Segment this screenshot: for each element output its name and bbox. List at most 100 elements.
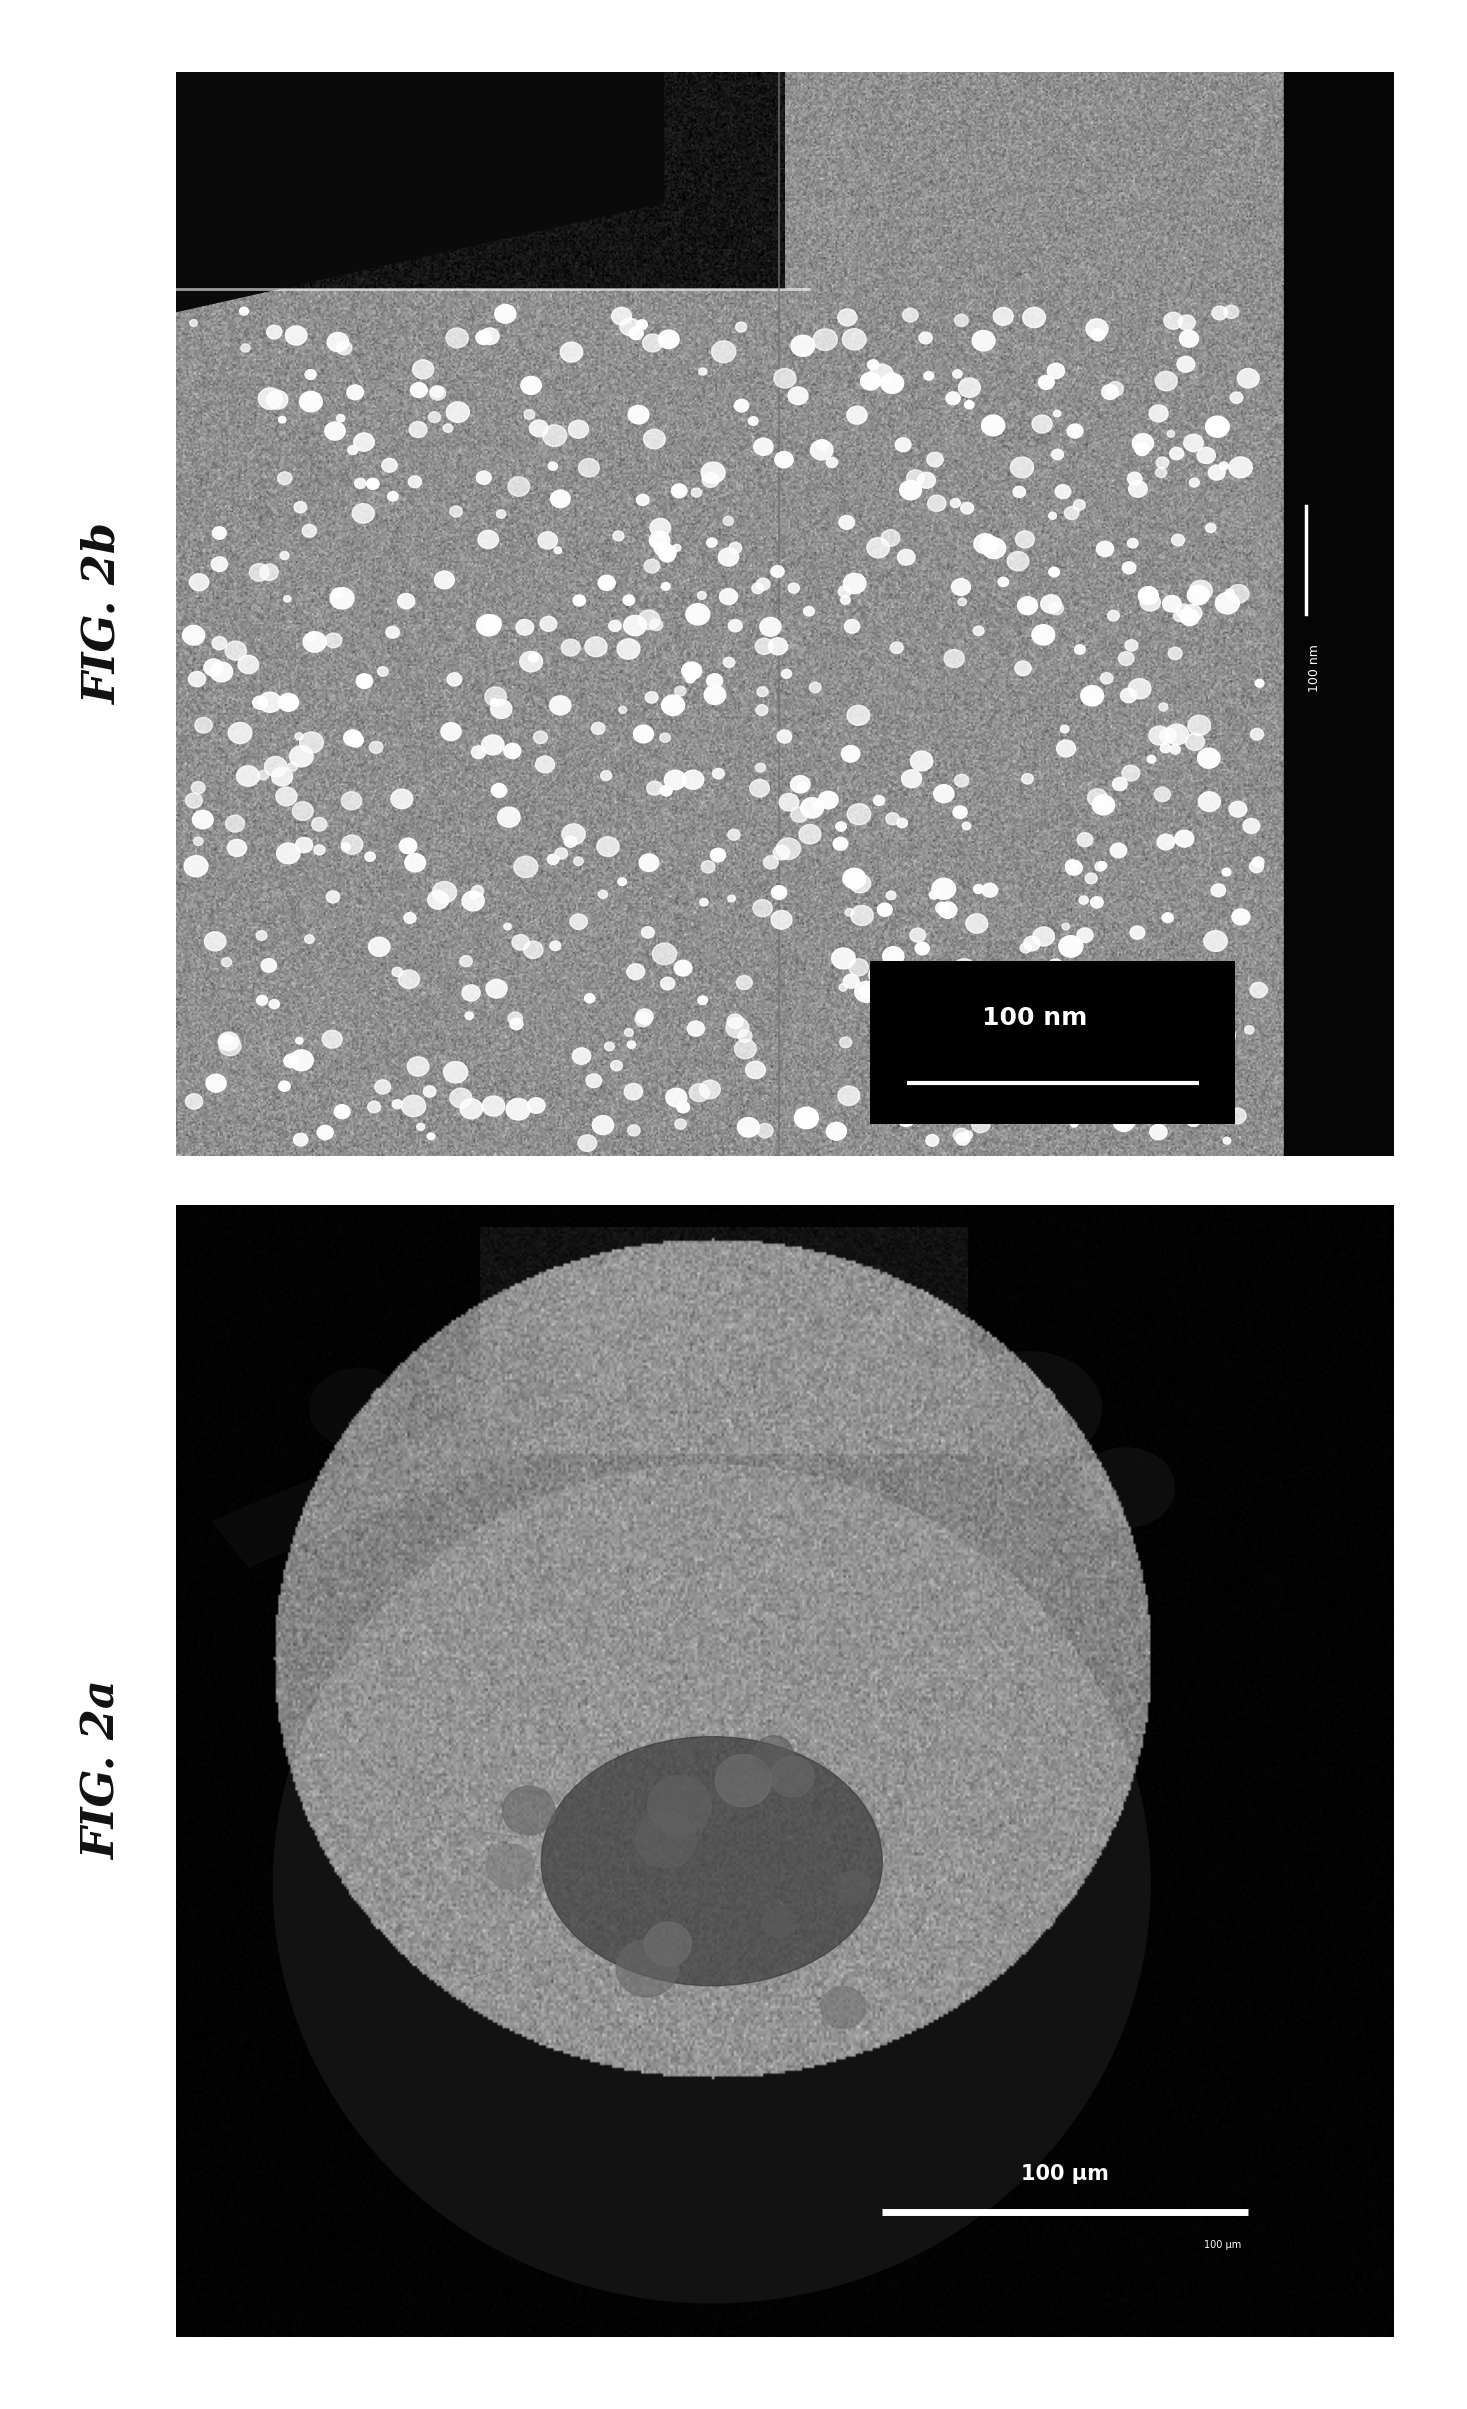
Circle shape [918, 332, 932, 344]
Text: 100 nm: 100 nm [981, 1007, 1087, 1031]
Circle shape [974, 535, 996, 554]
Circle shape [800, 824, 822, 843]
Circle shape [703, 472, 719, 487]
Circle shape [791, 807, 808, 821]
Circle shape [1244, 1026, 1254, 1033]
Bar [870, 961, 1235, 1123]
Circle shape [462, 891, 484, 911]
Circle shape [550, 942, 560, 952]
Circle shape [1250, 983, 1267, 997]
Circle shape [998, 578, 1009, 585]
Circle shape [1209, 465, 1225, 479]
Circle shape [1177, 1048, 1193, 1062]
Circle shape [293, 501, 307, 513]
Circle shape [955, 313, 968, 328]
Circle shape [261, 959, 276, 973]
Circle shape [848, 805, 871, 824]
Circle shape [1197, 448, 1215, 463]
Circle shape [750, 781, 770, 797]
Circle shape [954, 807, 967, 819]
Circle shape [1122, 766, 1140, 781]
Circle shape [644, 559, 660, 573]
Circle shape [1080, 896, 1089, 903]
Circle shape [484, 687, 506, 706]
Circle shape [1112, 778, 1127, 790]
Circle shape [659, 330, 679, 349]
Circle shape [547, 855, 559, 865]
Circle shape [516, 619, 534, 636]
Circle shape [1022, 308, 1046, 328]
Circle shape [844, 573, 866, 593]
Circle shape [907, 470, 924, 487]
Circle shape [772, 911, 792, 930]
Ellipse shape [273, 1465, 1150, 2303]
Circle shape [442, 723, 461, 740]
Circle shape [915, 942, 929, 954]
Circle shape [222, 1033, 232, 1046]
Circle shape [461, 1099, 483, 1118]
Circle shape [778, 730, 792, 742]
Circle shape [277, 472, 292, 484]
Circle shape [1138, 588, 1159, 605]
Circle shape [880, 373, 904, 393]
Circle shape [1055, 484, 1071, 499]
Circle shape [685, 675, 695, 684]
Circle shape [399, 971, 420, 988]
Circle shape [890, 641, 904, 653]
Circle shape [496, 511, 506, 518]
Polygon shape [213, 1409, 516, 1566]
Circle shape [1133, 1106, 1146, 1115]
Circle shape [877, 903, 892, 915]
Circle shape [616, 1939, 678, 1997]
Circle shape [1197, 749, 1221, 768]
Circle shape [726, 1017, 750, 1038]
Circle shape [519, 650, 543, 672]
Circle shape [641, 927, 654, 937]
Circle shape [185, 855, 208, 877]
Circle shape [427, 891, 449, 908]
Circle shape [336, 414, 345, 422]
Circle shape [283, 1055, 299, 1067]
Circle shape [1228, 1108, 1245, 1125]
Circle shape [408, 1058, 428, 1077]
Circle shape [1156, 458, 1169, 467]
Circle shape [194, 836, 202, 846]
Circle shape [431, 385, 443, 397]
Circle shape [861, 373, 880, 390]
Ellipse shape [955, 1351, 1102, 1465]
Circle shape [1128, 679, 1152, 699]
Circle shape [1075, 646, 1086, 655]
Circle shape [252, 696, 267, 708]
Circle shape [773, 846, 789, 860]
Circle shape [258, 771, 268, 781]
Circle shape [650, 532, 669, 549]
Circle shape [267, 390, 288, 410]
Circle shape [491, 783, 506, 797]
Circle shape [644, 429, 666, 448]
Circle shape [1059, 935, 1083, 956]
Circle shape [1087, 1074, 1096, 1082]
Circle shape [958, 597, 967, 605]
Circle shape [769, 638, 788, 655]
Circle shape [895, 438, 911, 453]
Circle shape [1086, 872, 1097, 884]
Text: 100 μm: 100 μm [1021, 2163, 1109, 2185]
Circle shape [707, 675, 723, 689]
Circle shape [1237, 369, 1259, 388]
Ellipse shape [541, 1262, 736, 1397]
Circle shape [973, 626, 984, 636]
Circle shape [289, 747, 312, 766]
Circle shape [728, 1014, 744, 1029]
Circle shape [392, 1099, 402, 1108]
Circle shape [189, 573, 208, 590]
Circle shape [1199, 793, 1221, 812]
Circle shape [239, 308, 248, 316]
Circle shape [1156, 371, 1177, 390]
Circle shape [490, 699, 512, 718]
Circle shape [346, 385, 364, 400]
Circle shape [846, 706, 870, 725]
Circle shape [1067, 424, 1083, 438]
Circle shape [204, 932, 226, 952]
Circle shape [370, 742, 383, 754]
Circle shape [1168, 431, 1175, 436]
